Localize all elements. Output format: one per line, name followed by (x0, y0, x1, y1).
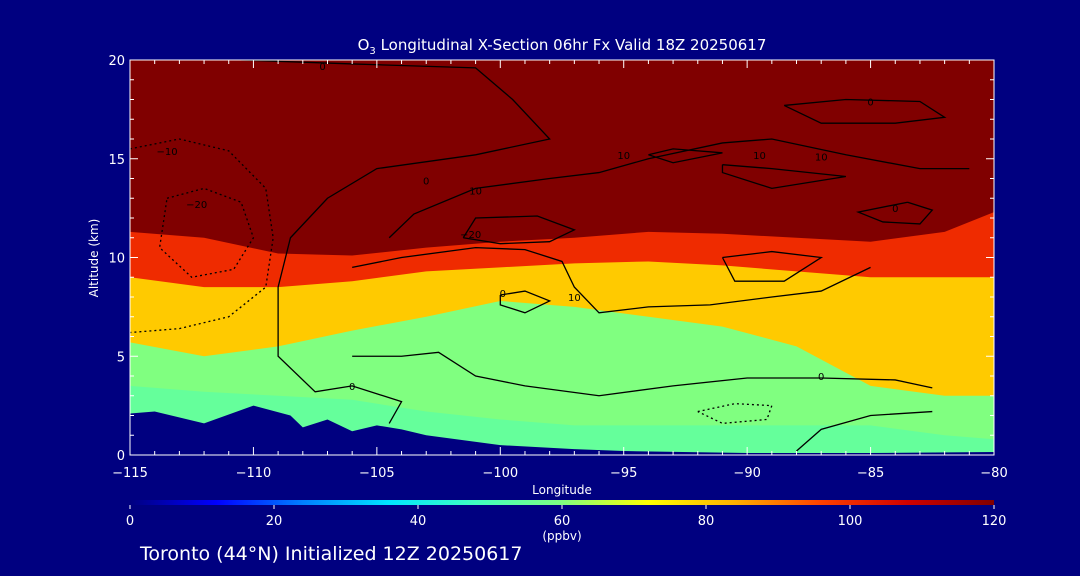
contour-line (721, 164, 846, 190)
footer-text: Toronto (44°N) Initialized 12Z 20250617 (139, 543, 523, 565)
colorbar-tick-label: 100 (838, 514, 863, 529)
contour-line (697, 402, 773, 425)
contour-line (241, 60, 551, 424)
terrain (130, 405, 994, 455)
contour-label: −20 (460, 230, 481, 241)
colorbar-tick-label: 80 (698, 514, 715, 529)
x-axis: −115 −110 −105 −100 −95 −90 −85 −80 (112, 60, 1008, 481)
contour-line (388, 138, 970, 239)
chart-title: O3 Longitudinal X-Section 06hr Fx Valid … (358, 36, 767, 57)
x-tick-label: −100 (482, 466, 518, 481)
contour-label: 10 (753, 151, 766, 162)
contour-line (648, 148, 723, 164)
y-tick-label: 20 (108, 54, 125, 69)
contour-label: 10 (815, 153, 828, 164)
y-axis: 0 5 10 15 20 (108, 54, 994, 464)
colorbar-tick-label: 20 (266, 514, 283, 529)
contour-label: 10 (617, 151, 630, 162)
x-tick-label: −90 (733, 466, 760, 481)
contour-line (352, 246, 871, 314)
contour-label: −20 (186, 200, 207, 211)
contour-labels: 0 −10 −20 0 10 −20 0 10 10 10 10 0 0 0 0 (156, 62, 898, 393)
contour-label: 0 (349, 382, 355, 393)
y-tick-label: 10 (108, 252, 125, 267)
contour-label: 0 (319, 62, 325, 73)
contour-line (499, 290, 552, 314)
contour-label: 0 (892, 204, 898, 215)
contour-lines (130, 60, 970, 452)
x-tick-label: −95 (610, 466, 637, 481)
contour-label: 10 (568, 293, 581, 304)
colorbar-tick-label: 40 (410, 514, 427, 529)
contour-line (855, 201, 934, 225)
contour-line (158, 187, 255, 278)
contour-label: 0 (818, 372, 824, 383)
contour-line (721, 250, 824, 282)
colorbar-tick-label: 120 (982, 514, 1007, 529)
contour-line (352, 351, 933, 397)
contour-line (796, 410, 933, 452)
contour-label: 10 (469, 186, 482, 197)
plot-area: 0 −10 −20 0 10 −20 0 10 10 10 10 0 0 0 0 (130, 60, 994, 455)
contour-line (783, 98, 947, 124)
colorbar-tick-label: 60 (554, 514, 571, 529)
contour-label: 0 (867, 97, 873, 108)
x-tick-label: −80 (980, 466, 1007, 481)
x-tick-label: −115 (112, 466, 148, 481)
colorbar-label: (ppbv) (542, 529, 581, 543)
contour-label: −10 (156, 147, 177, 158)
x-tick-label: −110 (236, 466, 272, 481)
colorbar-tick-label: 0 (126, 514, 134, 529)
contour-line (462, 215, 577, 245)
y-tick-label: 15 (108, 153, 125, 168)
y-tick-label: 5 (117, 350, 125, 365)
y-tick-label: 0 (117, 449, 125, 464)
x-tick-label: −85 (857, 466, 884, 481)
x-tick-label: −105 (359, 466, 395, 481)
x-axis-label: Longitude (532, 483, 592, 497)
y-axis-label: Altitude (km) (87, 219, 101, 298)
colorbar (130, 500, 994, 505)
colorbar-ticks: 0 20 40 60 80 100 120 (126, 505, 1007, 529)
ozone-field (130, 212, 994, 455)
contour-label: 0 (500, 289, 506, 300)
contour-label: 0 (423, 176, 429, 187)
